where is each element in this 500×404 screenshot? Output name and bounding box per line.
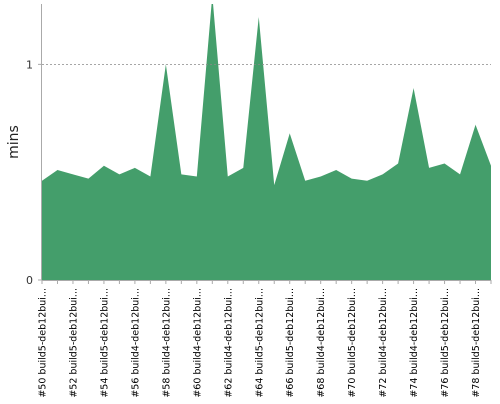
x-tick-label: #60 build4-deb12bui... [192,288,203,398]
x-tick-label: #50 build5-deb12bui... [38,288,49,398]
x-tick-labels: #50 build5-deb12bui... #52 build5-deb12bu… [38,280,492,398]
y-tick-label: 1 [26,58,33,71]
x-tick-label: #52 build5-deb12bui... [68,288,79,398]
x-tick-label: #76 build5-deb12bui... [440,288,451,398]
x-tick-label: #68 build4-deb12bui... [316,288,327,398]
x-tick-label: #74 build4-deb12bui... [409,288,420,398]
x-tick-label: #70 build5-deb12bui... [347,288,358,398]
series-area [42,0,491,280]
x-tick-label: #58 build4-deb12bui... [161,288,172,398]
x-tick-label: #66 build5-deb12bui... [285,288,296,398]
x-tick-label: #62 build4-deb12bui... [223,288,234,398]
x-tick-label: #56 build4-deb12bui... [130,288,141,398]
x-tick-label: #64 build5-deb12bui... [254,288,265,398]
x-tick-label: #54 build5-deb12bui... [99,288,110,398]
y-tick-labels: 01 [26,58,42,287]
y-axis-label: mins [6,125,22,159]
plot-area [42,0,491,280]
x-tick-label: #72 build4-deb12bui... [378,288,389,398]
x-tick-label: #78 build5-deb12bui... [471,288,482,398]
y-tick-label: 0 [26,274,33,287]
